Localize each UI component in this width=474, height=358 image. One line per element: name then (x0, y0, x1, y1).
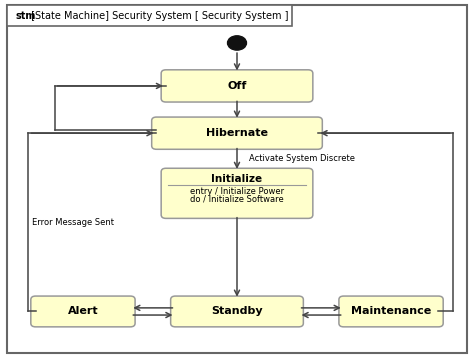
Text: Off: Off (228, 81, 246, 91)
Text: Initialize: Initialize (211, 174, 263, 184)
Circle shape (228, 36, 246, 50)
Text: stm: stm (16, 11, 36, 21)
Text: entry / Initialize Power: entry / Initialize Power (190, 187, 284, 196)
FancyBboxPatch shape (161, 168, 313, 218)
Text: Hibernate: Hibernate (206, 128, 268, 138)
FancyBboxPatch shape (339, 296, 443, 327)
FancyBboxPatch shape (7, 5, 292, 26)
FancyBboxPatch shape (31, 296, 135, 327)
FancyBboxPatch shape (152, 117, 322, 149)
Text: Maintenance: Maintenance (351, 306, 431, 316)
Text: Error Message Sent: Error Message Sent (32, 218, 114, 227)
Text: do / Initialize Software: do / Initialize Software (190, 194, 284, 204)
FancyBboxPatch shape (171, 296, 303, 327)
Text: Standby: Standby (211, 306, 263, 316)
FancyBboxPatch shape (7, 5, 467, 353)
FancyBboxPatch shape (161, 70, 313, 102)
Text: Activate System Discrete: Activate System Discrete (249, 154, 355, 163)
Text: Alert: Alert (68, 306, 98, 316)
Text: [State Machine] Security System [ Security System ]: [State Machine] Security System [ Securi… (28, 11, 289, 21)
